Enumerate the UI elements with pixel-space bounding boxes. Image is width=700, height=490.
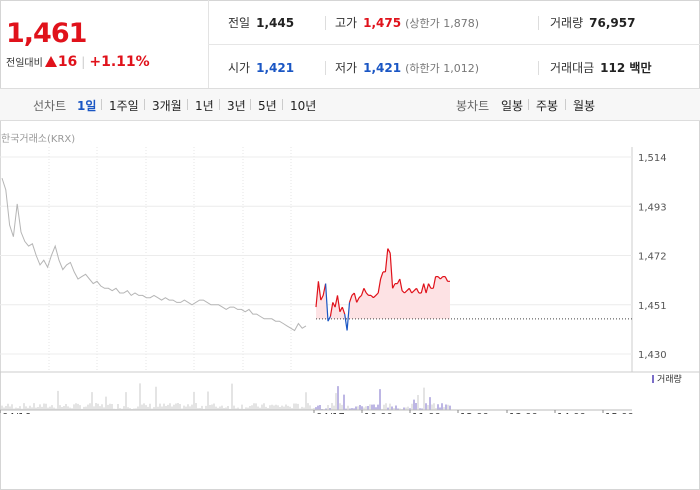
quote-details: 전일 1,445 고가 1,475 (상한가 1,878) 거래량 76,957 시가 1… <box>208 0 700 88</box>
divider <box>282 99 283 110</box>
y-tick-label: 1,430 <box>638 350 667 361</box>
range-3y[interactable]: 3년 <box>227 99 246 113</box>
legend-swatch-icon <box>652 375 654 383</box>
range-1y[interactable]: 1년 <box>195 99 214 113</box>
divider <box>565 99 566 110</box>
volume: 거래량 76,957 <box>550 16 636 30</box>
prev-close: 전일 1,445 <box>228 16 295 30</box>
day-high: 고가 1,475 (상한가 1,878) <box>335 16 479 30</box>
divider <box>250 99 251 110</box>
today-area <box>316 248 450 319</box>
price-chart[interactable]: 1,514 1,493 1,472 1,451 1,430 04/16 04/17 10:0… <box>0 140 700 414</box>
x-tick-label: 10:00 <box>364 412 393 414</box>
range-3m[interactable]: 3개월 <box>152 99 182 113</box>
x-tick-label: 15:00 <box>605 412 634 414</box>
x-tick-label: 04/17 <box>316 412 345 414</box>
volume-legend: 거래량 <box>652 372 682 385</box>
range-5y[interactable]: 5년 <box>258 99 277 113</box>
x-tick-label: 13:00 <box>509 412 538 414</box>
divider <box>144 99 145 110</box>
candle-weekly[interactable]: 주봉 <box>536 99 559 113</box>
y-tick-label: 1,451 <box>638 301 667 312</box>
change-label: 전일대비 <box>6 58 43 69</box>
price-change: 전일대비 16 | +1.11% <box>6 54 150 70</box>
x-tick-label: 12:00 <box>460 412 489 414</box>
divider <box>538 16 539 30</box>
today-line-up <box>315 248 450 317</box>
divider <box>219 99 220 110</box>
candle-monthly[interactable]: 월봉 <box>573 99 596 113</box>
candle-chart-label: 봉차트 <box>456 99 490 113</box>
divider <box>538 61 539 75</box>
x-axis: 04/16 04/17 10:00 11:00 12:00 13:00 14:00 15:00 <box>0 410 634 414</box>
change-percent: +1.11% <box>89 54 150 70</box>
divider <box>325 61 326 75</box>
x-tick-label: 04/16 <box>2 412 31 414</box>
trade-value: 거래대금 112 백만 <box>550 61 652 75</box>
y-tick-label: 1,472 <box>638 252 667 263</box>
divider <box>208 44 700 45</box>
y-tick-label: 1,514 <box>638 153 667 164</box>
divider <box>325 16 326 30</box>
line-chart-label: 선차트 <box>33 99 67 113</box>
chart-grid <box>0 147 700 373</box>
up-triangle-icon <box>44 56 57 67</box>
x-tick-label: 14:00 <box>557 412 586 414</box>
divider <box>187 99 188 110</box>
price-summary: 1,461 전일대비 16 | +1.11% <box>0 0 209 88</box>
volume-bars <box>0 383 632 411</box>
x-tick-label: 11:00 <box>412 412 441 414</box>
change-value: 16 <box>57 54 78 70</box>
divider <box>528 99 529 110</box>
y-axis: 1,514 1,493 1,472 1,451 1,430 <box>638 153 667 361</box>
y-tick-label: 1,493 <box>638 202 667 213</box>
range-1d[interactable]: 1일 <box>77 99 97 113</box>
data-source: 한국거래소(KRX) <box>1 134 76 145</box>
open-price: 시가 1,421 <box>228 61 295 75</box>
prev-day-line <box>1 177 307 332</box>
chart-toolbar: 선차트 1일 1주일 3개월 1년 3년 5년 10년 봉차트 일봉 주봉 월봉 <box>0 88 700 121</box>
divider: | <box>81 55 86 69</box>
day-low: 저가 1,421 (하한가 1,012) <box>335 61 479 75</box>
candle-daily[interactable]: 일봉 <box>501 99 524 113</box>
today-line-down <box>325 283 351 331</box>
range-10y[interactable]: 10년 <box>290 99 317 113</box>
current-price: 1,461 <box>6 18 87 49</box>
divider <box>101 99 102 110</box>
range-1w[interactable]: 1주일 <box>109 99 139 113</box>
